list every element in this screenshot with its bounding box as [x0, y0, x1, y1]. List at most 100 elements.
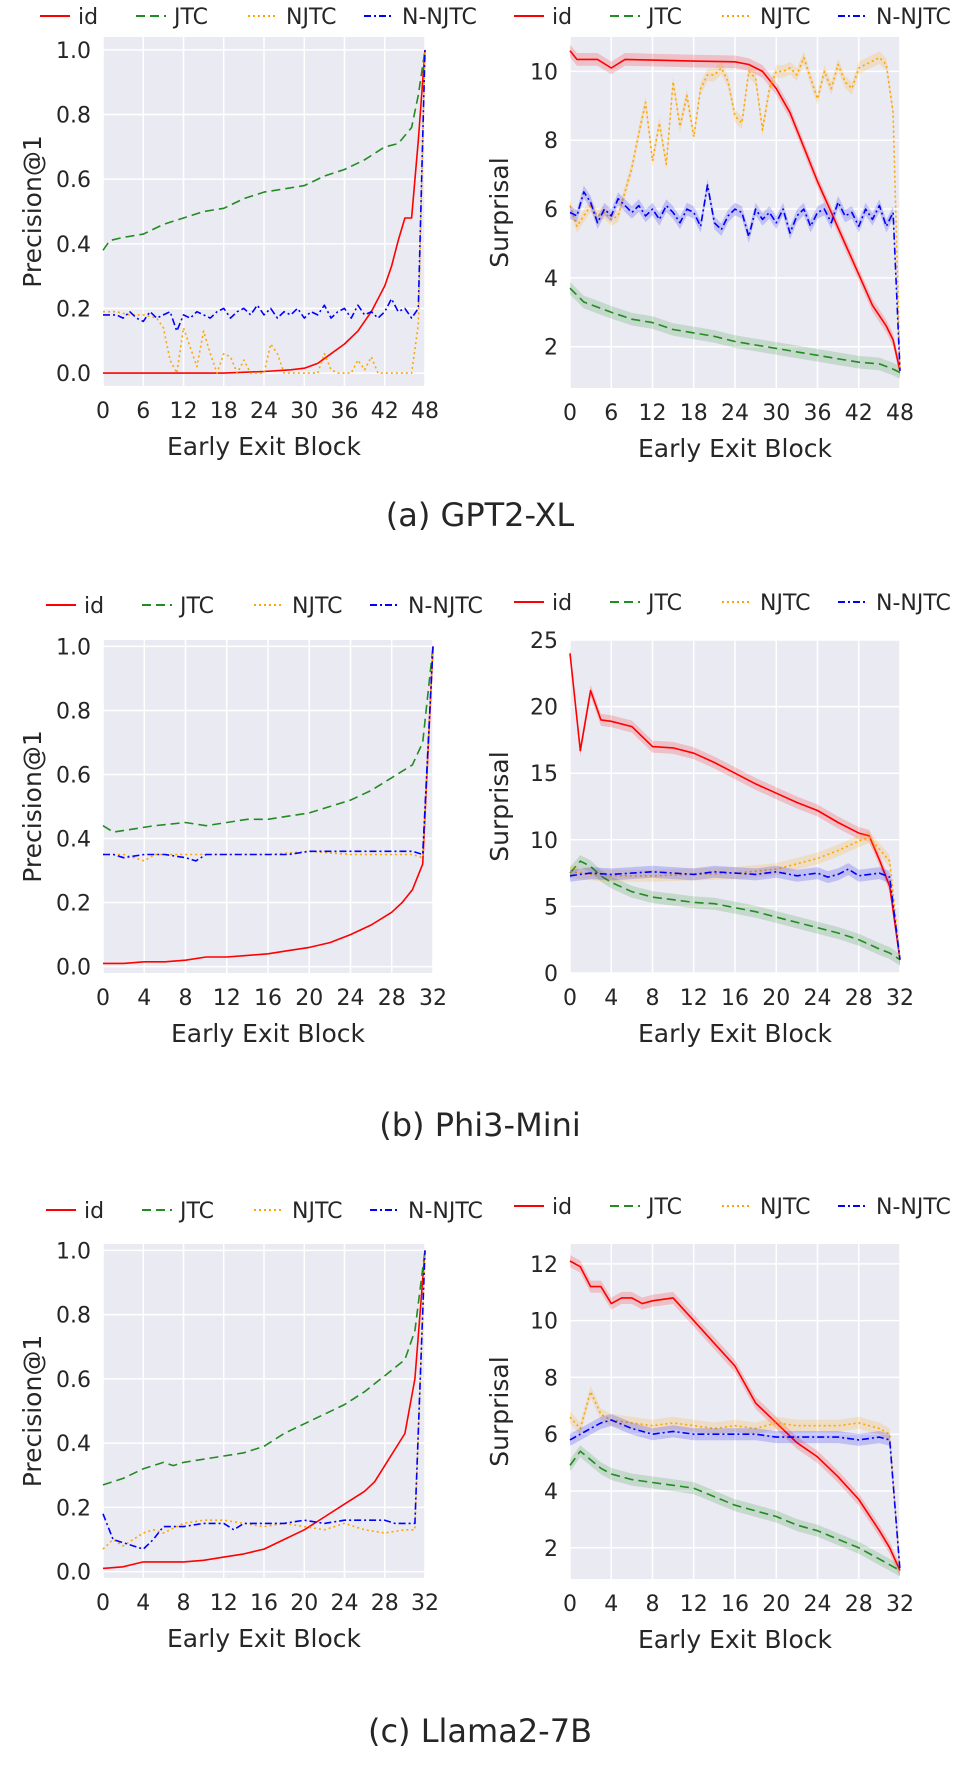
- x-tick-label: 48: [411, 399, 439, 424]
- legend: id JTC NJTC N-NJTC: [514, 1195, 951, 1220]
- x-tick-label: 18: [680, 401, 708, 426]
- y-tick-label: 0.0: [56, 956, 91, 981]
- legend: id JTC NJTC N-NJTC: [40, 5, 477, 30]
- series-line-id: [103, 49, 426, 374]
- legend-label-jtc: JTC: [646, 5, 682, 30]
- series-band-jtc: [570, 1445, 900, 1577]
- series-line-n-njtc: [103, 646, 434, 862]
- x-tick-label: 24: [804, 986, 832, 1011]
- x-tick-label: 12: [213, 986, 241, 1011]
- x-tick-label: 4: [137, 986, 151, 1011]
- x-tick-label: 6: [136, 399, 150, 424]
- series-band-jtc: [570, 855, 900, 966]
- x-tick-label: 24: [331, 1591, 359, 1616]
- y-tick-label: 10: [530, 60, 558, 85]
- x-tick-label: 16: [721, 1592, 749, 1617]
- x-tick-label: 4: [604, 986, 618, 1011]
- x-tick-label: 24: [804, 1592, 832, 1617]
- y-tick-label: 0.6: [56, 168, 91, 193]
- y-tick-label: 1.0: [56, 635, 91, 660]
- series-line-id: [103, 646, 434, 965]
- series-line-id: [569, 653, 901, 960]
- x-tick-label: 12: [210, 1591, 238, 1616]
- x-tick-label: 16: [721, 986, 749, 1011]
- x-tick-label: 16: [250, 1591, 278, 1616]
- x-tick-label: 0: [563, 401, 577, 426]
- y-tick-label: 0.8: [56, 104, 91, 129]
- x-axis-label: Early Exit Block: [167, 432, 362, 461]
- series-line-jtc: [102, 1250, 426, 1486]
- x-tick-label: 12: [639, 401, 667, 426]
- y-tick-label: 0.4: [56, 233, 91, 258]
- y-tick-label: 8: [544, 129, 558, 154]
- legend-label-jtc: JTC: [172, 5, 208, 30]
- series-line-n-njtc: [102, 1250, 426, 1550]
- legend-label-njtc: NJTC: [760, 1195, 810, 1220]
- y-tick-label: 0.4: [56, 828, 91, 853]
- y-tick-label: 0.8: [56, 1304, 91, 1329]
- series-line-njtc: [569, 836, 901, 960]
- series-line-n-njtc: [569, 184, 901, 371]
- x-tick-label: 12: [680, 1592, 708, 1617]
- y-axis-label: Surprisal: [485, 751, 514, 861]
- x-tick-label: 32: [411, 1591, 439, 1616]
- y-tick-label: 6: [544, 198, 558, 223]
- x-tick-label: 0: [96, 1591, 110, 1616]
- y-tick-label: 25: [530, 629, 558, 654]
- legend-label-n-njtc: N-NJTC: [402, 5, 477, 30]
- legend-label-n-njtc: N-NJTC: [876, 591, 951, 616]
- legend-label-njtc: NJTC: [760, 5, 810, 30]
- x-tick-label: 36: [331, 399, 359, 424]
- legend-label-n-njtc: N-NJTC: [408, 1199, 483, 1224]
- legend-label-id: id: [84, 1199, 104, 1224]
- y-axis-label: Surprisal: [485, 1356, 514, 1466]
- y-tick-label: 0.6: [56, 763, 91, 788]
- legend-label-id: id: [78, 5, 98, 30]
- x-tick-label: 24: [337, 986, 365, 1011]
- x-axis-label: Early Exit Block: [171, 1019, 366, 1048]
- chart-1: 0 6 12 18 24 30 36 42 48 0.0 0.2 0.4 0.6 0.8 1.0 Early …: [18, 5, 477, 461]
- caption-a: (a) GPT2-XL: [386, 496, 575, 534]
- x-tick-label: 12: [680, 986, 708, 1011]
- x-tick-label: 8: [646, 1592, 660, 1617]
- x-axis-label: Early Exit Block: [167, 1624, 362, 1653]
- x-tick-label: 20: [762, 1592, 790, 1617]
- x-tick-label: 12: [170, 399, 198, 424]
- y-tick-label: 0: [544, 962, 558, 987]
- series-band-njtc: [570, 51, 900, 378]
- x-tick-label: 42: [845, 401, 873, 426]
- x-axis-label: Early Exit Block: [638, 1019, 833, 1048]
- y-axis-label: Precision@1: [18, 135, 47, 287]
- x-tick-label: 36: [804, 401, 832, 426]
- series-line-njtc: [103, 49, 426, 374]
- y-tick-label: 4: [544, 1480, 558, 1505]
- series-line-n-njtc: [103, 49, 426, 332]
- y-tick-label: 0.0: [56, 362, 91, 387]
- legend: id JTC NJTC N-NJTC: [514, 5, 951, 30]
- chart-5: 0 4 8 12 16 20 24 28 32 0.0 0.2 0.4 0.6 0.8 1.0 Early E…: [18, 1199, 483, 1653]
- x-tick-label: 48: [886, 401, 914, 426]
- y-tick-label: 12: [530, 1253, 558, 1278]
- x-tick-label: 8: [179, 986, 193, 1011]
- series-line-jtc: [102, 646, 434, 833]
- legend-label-jtc: JTC: [178, 1199, 214, 1224]
- legend-label-njtc: NJTC: [292, 1199, 342, 1224]
- x-tick-label: 0: [96, 986, 110, 1011]
- y-tick-label: 8: [544, 1366, 558, 1391]
- caption-b: (b) Phi3-Mini: [379, 1106, 581, 1144]
- legend-label-njtc: NJTC: [286, 5, 336, 30]
- series-line-jtc: [569, 287, 901, 374]
- y-tick-label: 6: [544, 1423, 558, 1448]
- y-tick-label: 0.0: [56, 1561, 91, 1586]
- y-tick-label: 0.4: [56, 1432, 91, 1457]
- y-tick-label: 10: [530, 1310, 558, 1335]
- series-line-njtc: [569, 1390, 901, 1571]
- x-tick-label: 20: [290, 1591, 318, 1616]
- x-tick-label: 4: [604, 1592, 618, 1617]
- y-tick-label: 15: [530, 762, 558, 787]
- series-line-id: [569, 1260, 901, 1571]
- y-tick-label: 0.8: [56, 699, 91, 724]
- y-tick-label: 4: [544, 267, 558, 292]
- legend-label-id: id: [552, 5, 572, 30]
